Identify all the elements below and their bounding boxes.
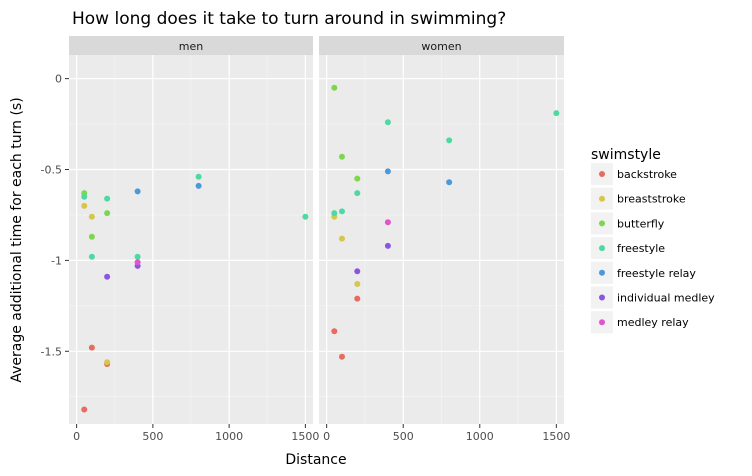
point-freestyle [338, 208, 345, 215]
point-freestyle-relay [446, 179, 453, 186]
legend-item: freestyle relay [591, 261, 696, 284]
point-freestyle-relay [134, 188, 141, 195]
point-breaststroke [81, 202, 88, 209]
y-tick-label: -1.5 [41, 345, 62, 358]
y-tick-label: -0.5 [41, 164, 62, 177]
legend-label: medley relay [617, 316, 689, 329]
legend-label: breaststroke [617, 193, 686, 206]
facet-strip [319, 36, 564, 55]
point-freestyle [553, 110, 560, 117]
point-backstroke [331, 328, 338, 335]
facet-strip [69, 36, 313, 55]
point-backstroke [354, 295, 361, 302]
legend-key-swatch [599, 269, 605, 276]
y-tick-label: -1 [51, 254, 62, 267]
legend-key-swatch [599, 220, 605, 227]
legend-label: individual medley [617, 292, 715, 305]
legend-key-swatch [599, 319, 605, 326]
point-medley-relay [134, 259, 141, 266]
point-freestyle [195, 173, 202, 180]
point-freestyle-relay [195, 182, 202, 189]
point-butterfly [104, 210, 111, 217]
x-tick-label: 500 [393, 430, 414, 443]
chart-title: How long does it take to turn around in … [72, 9, 506, 29]
legend-key-swatch [599, 294, 605, 301]
legend-item: butterfly [591, 212, 665, 235]
y-axis-title: Average additional time for each turn (s… [9, 97, 25, 382]
facet-men: men 0 -0.5 -1 -1.5 0 500 1000 1500 [41, 36, 319, 443]
legend-item: medley relay [591, 311, 689, 334]
x-axis-title: Distance [285, 452, 346, 468]
point-breaststroke [338, 235, 345, 242]
point-freestyle [134, 253, 141, 260]
point-freestyle-relay [384, 168, 391, 175]
point-individual-medley [384, 242, 391, 249]
point-medley-relay [384, 219, 391, 226]
point-freestyle [88, 253, 95, 260]
point-breaststroke [354, 281, 361, 288]
point-freestyle [81, 193, 88, 200]
point-freestyle [354, 190, 361, 197]
point-butterfly [354, 175, 361, 182]
facet-women: women 0 500 1000 1500 [319, 36, 570, 443]
point-breaststroke [88, 213, 95, 220]
facet-strip-label: women [421, 40, 461, 53]
point-freestyle [302, 213, 309, 220]
point-freestyle [384, 119, 391, 126]
x-tick-label: 1500 [291, 430, 319, 443]
legend-item: breaststroke [591, 187, 686, 210]
x-tick-label: 0 [73, 430, 80, 443]
point-breaststroke [104, 359, 111, 366]
legend-label: butterfly [617, 217, 665, 230]
x-tick-label: 1000 [466, 430, 494, 443]
y-tick-label: 0 [55, 73, 62, 86]
point-backstroke [88, 344, 95, 351]
legend-title: swimstyle [591, 147, 661, 163]
facet-panels: men 0 -0.5 -1 -1.5 0 500 1000 1500 women 0 500 1000 1… [41, 36, 570, 443]
point-butterfly [338, 153, 345, 160]
point-backstroke [338, 353, 345, 360]
legend: swimstyle backstroke breaststroke butterfl… [591, 147, 715, 334]
legend-label: freestyle relay [617, 267, 696, 280]
legend-key-swatch [599, 245, 605, 252]
legend-key-swatch [599, 171, 605, 177]
legend-key-swatch [599, 195, 605, 202]
legend-label: backstroke [617, 168, 677, 181]
facet-strip-label: men [179, 40, 203, 53]
legend-item: backstroke [591, 163, 677, 185]
point-butterfly [331, 84, 338, 91]
point-freestyle [331, 210, 338, 217]
point-freestyle [104, 195, 111, 202]
legend-item: individual medley [591, 286, 715, 309]
x-tick-label: 1500 [542, 430, 570, 443]
point-butterfly [88, 233, 95, 240]
legend-label: freestyle [617, 242, 665, 255]
point-freestyle [446, 137, 453, 144]
point-individual-medley [104, 273, 111, 280]
legend-item: freestyle [591, 237, 665, 260]
x-tick-label: 500 [142, 430, 163, 443]
point-individual-medley [354, 268, 361, 275]
point-backstroke [81, 406, 88, 413]
x-tick-label: 0 [323, 430, 330, 443]
x-tick-label: 1000 [215, 430, 243, 443]
